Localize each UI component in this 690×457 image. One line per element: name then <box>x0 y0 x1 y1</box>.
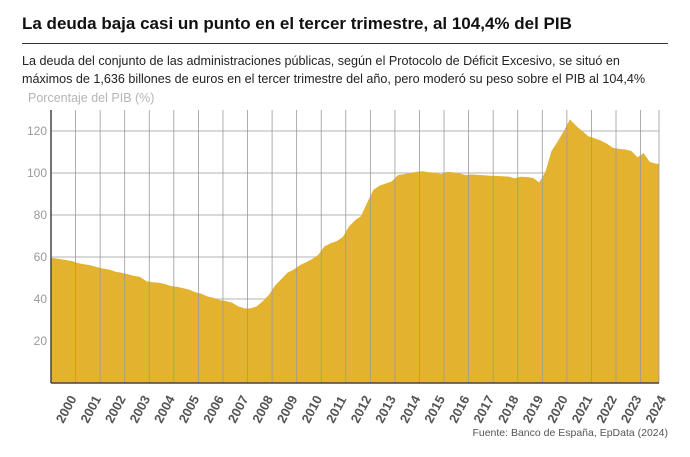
chart-subtitle: La deuda del conjunto de las administrac… <box>22 54 646 86</box>
x-tick-label: 2023 <box>618 393 645 426</box>
y-tick-label: 20 <box>34 334 48 348</box>
x-tick-label: 2015 <box>421 393 448 426</box>
y-tick-label: 80 <box>34 208 48 222</box>
x-tick-label: 2018 <box>495 393 522 426</box>
x-tick-label: 2004 <box>151 392 178 425</box>
x-tick-label: 2005 <box>176 393 203 426</box>
x-tick-label: 2016 <box>446 393 473 426</box>
x-tick-label: 2012 <box>347 393 374 426</box>
y-tick-label: 120 <box>27 124 47 138</box>
x-tick-label: 2019 <box>519 393 546 426</box>
x-tick-label: 2006 <box>200 393 227 426</box>
x-tick-label: 2017 <box>470 393 497 426</box>
x-tick-label: 2010 <box>298 393 325 426</box>
y-axis-label: Porcentaje del PIB (%) <box>28 91 155 105</box>
x-tick-label: 2001 <box>77 393 104 426</box>
y-tick-label: 100 <box>27 166 47 180</box>
area-series <box>50 110 660 384</box>
x-tick-label: 2009 <box>274 393 301 426</box>
chart-title: La deuda baja casi un punto en el tercer… <box>22 14 572 33</box>
source-note: Fuente: Banco de España, EpData (2024) <box>472 427 668 439</box>
x-tick-label: 2013 <box>372 393 399 426</box>
title-divider <box>22 43 668 44</box>
x-tick-label: 2002 <box>102 393 129 426</box>
x-tick-label: 2024 <box>642 392 669 425</box>
x-tick-label: 2000 <box>53 393 80 426</box>
axes <box>50 110 659 384</box>
x-tick-label: 2022 <box>593 393 620 426</box>
x-tick-label: 2020 <box>544 393 571 426</box>
y-tick-label: 60 <box>34 250 48 264</box>
x-tick-label: 2007 <box>225 393 252 426</box>
y-tick-label: 40 <box>34 292 48 306</box>
x-tick-label: 2008 <box>249 393 276 426</box>
area-fill <box>51 119 659 384</box>
x-tick-label: 2021 <box>569 393 596 426</box>
x-tick-label: 2014 <box>397 392 424 425</box>
x-tick-label: 2011 <box>323 393 349 425</box>
x-tick-label: 2003 <box>126 393 153 426</box>
